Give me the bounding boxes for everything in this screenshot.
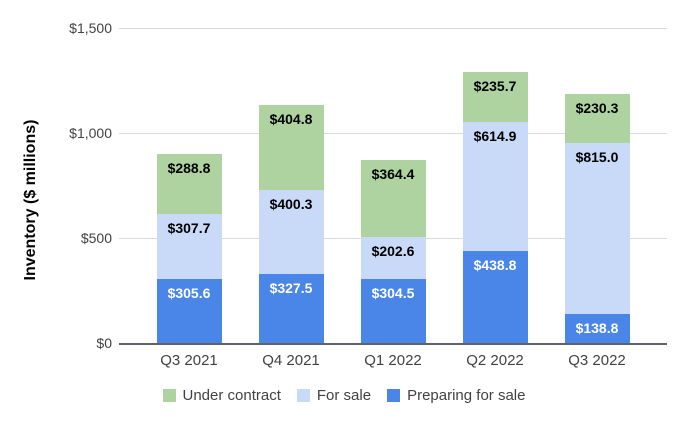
legend: Under contract For sale Preparing for sale xyxy=(0,385,688,405)
bar-value-label: $288.8 xyxy=(167,159,211,176)
bar-segment[interactable]: $304.5 xyxy=(360,279,426,343)
bar-value-label: $815.0 xyxy=(575,148,619,165)
legend-label: Under contract xyxy=(182,386,281,404)
legend-swatch xyxy=(387,388,401,402)
x-axis-label: Q4 2021 xyxy=(262,352,320,369)
y-tick-label: $1,000 xyxy=(69,125,112,141)
legend-item: Preparing for sale xyxy=(387,387,525,404)
y-tick-label: $0 xyxy=(96,335,112,351)
x-axis-label: Q3 2022 xyxy=(568,352,626,369)
bar-value-label: $305.6 xyxy=(167,284,211,301)
x-axis-label: Q2 2022 xyxy=(466,352,524,369)
bar-value-label: $400.3 xyxy=(269,196,313,213)
bar-segment[interactable]: $815.0 xyxy=(564,142,630,314)
bar-segment[interactable]: $307.7 xyxy=(156,214,222,279)
y-tick-label: $1,500 xyxy=(69,20,112,36)
bar-value-label: $307.7 xyxy=(167,220,211,237)
x-axis-label: Q3 2021 xyxy=(160,352,218,369)
bar-segment[interactable]: $305.6 xyxy=(156,278,222,343)
y-tick-label: $500 xyxy=(80,230,112,246)
bar-segment[interactable]: $438.8 xyxy=(462,250,528,343)
bar-value-label: $235.7 xyxy=(473,78,517,95)
bar-segment[interactable]: $327.5 xyxy=(258,274,324,343)
bar-value-label: $202.6 xyxy=(371,242,415,259)
bar-value-label: $438.8 xyxy=(473,256,517,273)
bar-segment[interactable]: $235.7 xyxy=(462,72,528,122)
legend-swatch xyxy=(296,388,310,402)
bar-segment[interactable]: $202.6 xyxy=(360,236,426,280)
bar-value-label: $230.3 xyxy=(575,100,619,117)
bar-value-label: $304.5 xyxy=(371,285,415,302)
gridline xyxy=(119,28,667,29)
x-axis-label: Q1 2022 xyxy=(364,352,422,369)
gridline xyxy=(119,133,667,134)
legend-item: For sale xyxy=(296,386,372,404)
bar-segment[interactable]: $614.9 xyxy=(462,121,528,251)
bar-segment[interactable]: $404.8 xyxy=(258,105,324,191)
bar-value-label: $364.4 xyxy=(371,165,415,182)
legend-label: Preparing for sale xyxy=(407,386,526,404)
y-axis-title: Inventory ($ millions) xyxy=(22,119,39,281)
bar-value-label: $404.8 xyxy=(269,111,313,128)
bar-segment[interactable]: $138.8 xyxy=(564,313,630,343)
bar-value-label: $614.9 xyxy=(473,127,517,144)
legend-label: For sale xyxy=(316,386,372,404)
bar-segment[interactable]: $230.3 xyxy=(564,94,630,143)
bar-segment[interactable]: $364.4 xyxy=(360,159,426,237)
bar-segment[interactable]: $288.8 xyxy=(156,153,222,215)
bar-value-label: $327.5 xyxy=(269,280,313,297)
bar-value-label: $138.8 xyxy=(575,319,619,336)
legend-item: Under contract xyxy=(162,386,281,404)
bar-segment[interactable]: $400.3 xyxy=(258,190,324,275)
x-axis-line xyxy=(119,343,667,345)
legend-swatch xyxy=(162,388,176,402)
